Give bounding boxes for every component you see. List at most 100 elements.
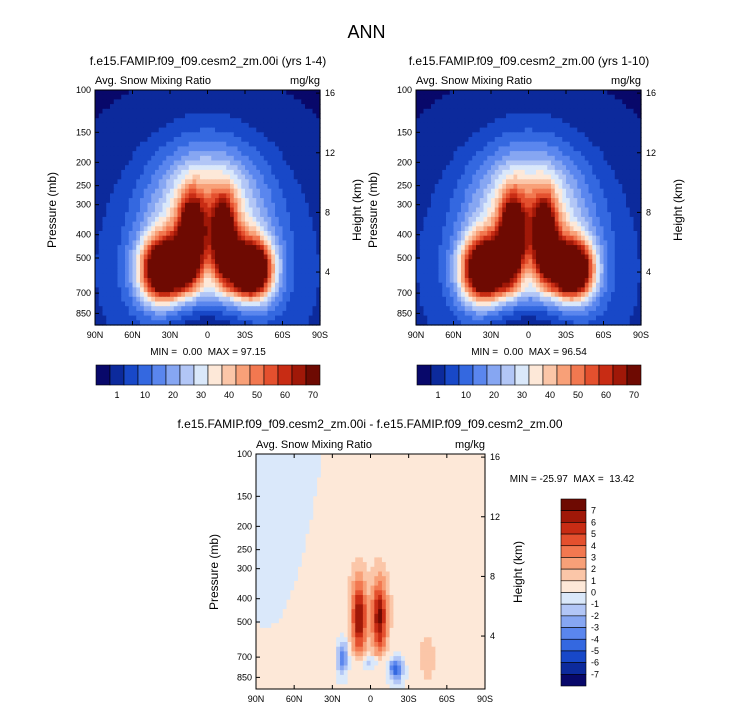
heatmap-cell (618, 155, 623, 162)
heatmap-cell (95, 146, 100, 152)
heatmap-cell (293, 90, 299, 96)
heatmap-cell (301, 240, 306, 246)
heatmap-cell (222, 292, 227, 298)
heatmap-cell (498, 122, 503, 129)
heatmap-cell (245, 240, 250, 246)
heatmap-cell (629, 108, 635, 115)
heatmap-cell (513, 104, 518, 110)
heatmap-cell (479, 207, 485, 213)
heatmap-cell (196, 127, 201, 133)
heatmap-cell (192, 202, 197, 209)
heatmap-cell (419, 160, 425, 166)
heatmap-cell (252, 306, 257, 312)
heatmap-cell (528, 231, 533, 237)
heatmap-cell (241, 212, 246, 218)
heatmap-cell (316, 320, 321, 326)
heatmap-cell (305, 273, 310, 279)
heatmap-cell (230, 306, 235, 312)
heatmap-cell (513, 174, 518, 180)
heatmap-cell (573, 202, 578, 209)
heatmap-cell (237, 198, 242, 204)
heatmap-cell (151, 165, 156, 171)
heatmap-cell (476, 146, 481, 152)
heatmap-cell (532, 99, 537, 105)
heatmap-cell (233, 132, 239, 138)
heatmap-cell (566, 169, 571, 176)
heatmap-cell (125, 193, 130, 199)
heatmap-cell (449, 146, 455, 152)
heatmap-cell (136, 301, 141, 307)
heatmap-cell (218, 301, 224, 307)
heatmap-cell (297, 235, 302, 241)
heatmap-cell (423, 127, 428, 133)
heatmap-cell (596, 179, 601, 185)
heatmap-cell (558, 90, 563, 96)
heatmap-cell (442, 174, 447, 180)
heatmap-cell (267, 155, 272, 162)
heatmap-cell (449, 179, 455, 185)
heatmap-cell (155, 141, 160, 147)
heatmap-cell (312, 122, 317, 129)
heatmap-cell (263, 240, 269, 246)
heatmap-cell (237, 90, 242, 96)
heatmap-cell (98, 165, 104, 171)
heatmap-cell (637, 179, 642, 185)
heatmap-cell (177, 151, 182, 157)
heatmap-cell (237, 165, 242, 171)
heatmap-cell (207, 141, 212, 147)
heatmap-cell (263, 306, 269, 312)
heatmap-cell (551, 235, 556, 241)
heatmap-cell (517, 160, 522, 166)
heatmap-cell (494, 198, 500, 204)
heatmap-cell (260, 240, 265, 246)
heatmap-cell (577, 207, 582, 213)
heatmap-cell (230, 268, 235, 274)
heatmap-cell (483, 235, 488, 241)
heatmap-cell (282, 179, 287, 185)
heatmap-cell (286, 141, 291, 147)
heatmap-cell (203, 198, 209, 204)
heatmap-cell (132, 169, 137, 176)
heatmap-cell (256, 108, 261, 115)
heatmap-cell (188, 122, 194, 129)
heatmap-cell (222, 137, 227, 143)
heatmap-cell (267, 231, 272, 237)
heatmap-cell (566, 151, 571, 157)
heatmap-cell (577, 94, 582, 100)
heatmap-cell (106, 273, 111, 279)
heatmap-cell (218, 231, 224, 237)
heatmap-cell (263, 118, 269, 124)
heatmap-cell (200, 137, 205, 143)
heatmap-cell (524, 127, 530, 133)
heatmap-cell (596, 90, 601, 96)
heatmap-cell (275, 104, 280, 110)
heatmap-cell (177, 104, 182, 110)
heatmap-cell (626, 165, 631, 171)
heatmap-cell (188, 292, 194, 298)
heatmap-cell (453, 226, 458, 232)
heatmap-cell (308, 137, 314, 143)
heatmap-cell (275, 99, 280, 105)
heatmap-cell (494, 184, 500, 190)
heatmap-cell (603, 132, 608, 138)
heatmap-cell (170, 320, 175, 326)
heatmap-cell (438, 146, 443, 152)
heatmap-cell (614, 165, 620, 171)
heatmap-cell (151, 310, 156, 317)
heatmap-cell (286, 155, 291, 162)
heatmap-cell (622, 221, 627, 227)
heatmap-cell (521, 155, 526, 162)
heatmap-cell (566, 137, 571, 143)
heatmap-cell (117, 235, 122, 241)
heatmap-cell (245, 132, 250, 138)
heatmap-cell (513, 231, 518, 237)
heatmap-cell (569, 231, 575, 237)
heatmap-cell (241, 296, 246, 303)
heatmap-cell (200, 306, 205, 312)
heatmap-cell (207, 179, 212, 185)
heatmap-cell (185, 137, 190, 143)
heatmap-cell (121, 193, 126, 199)
heatmap-cell (308, 155, 314, 162)
heatmap-cell (196, 179, 201, 185)
heatmap-cell (166, 198, 171, 204)
